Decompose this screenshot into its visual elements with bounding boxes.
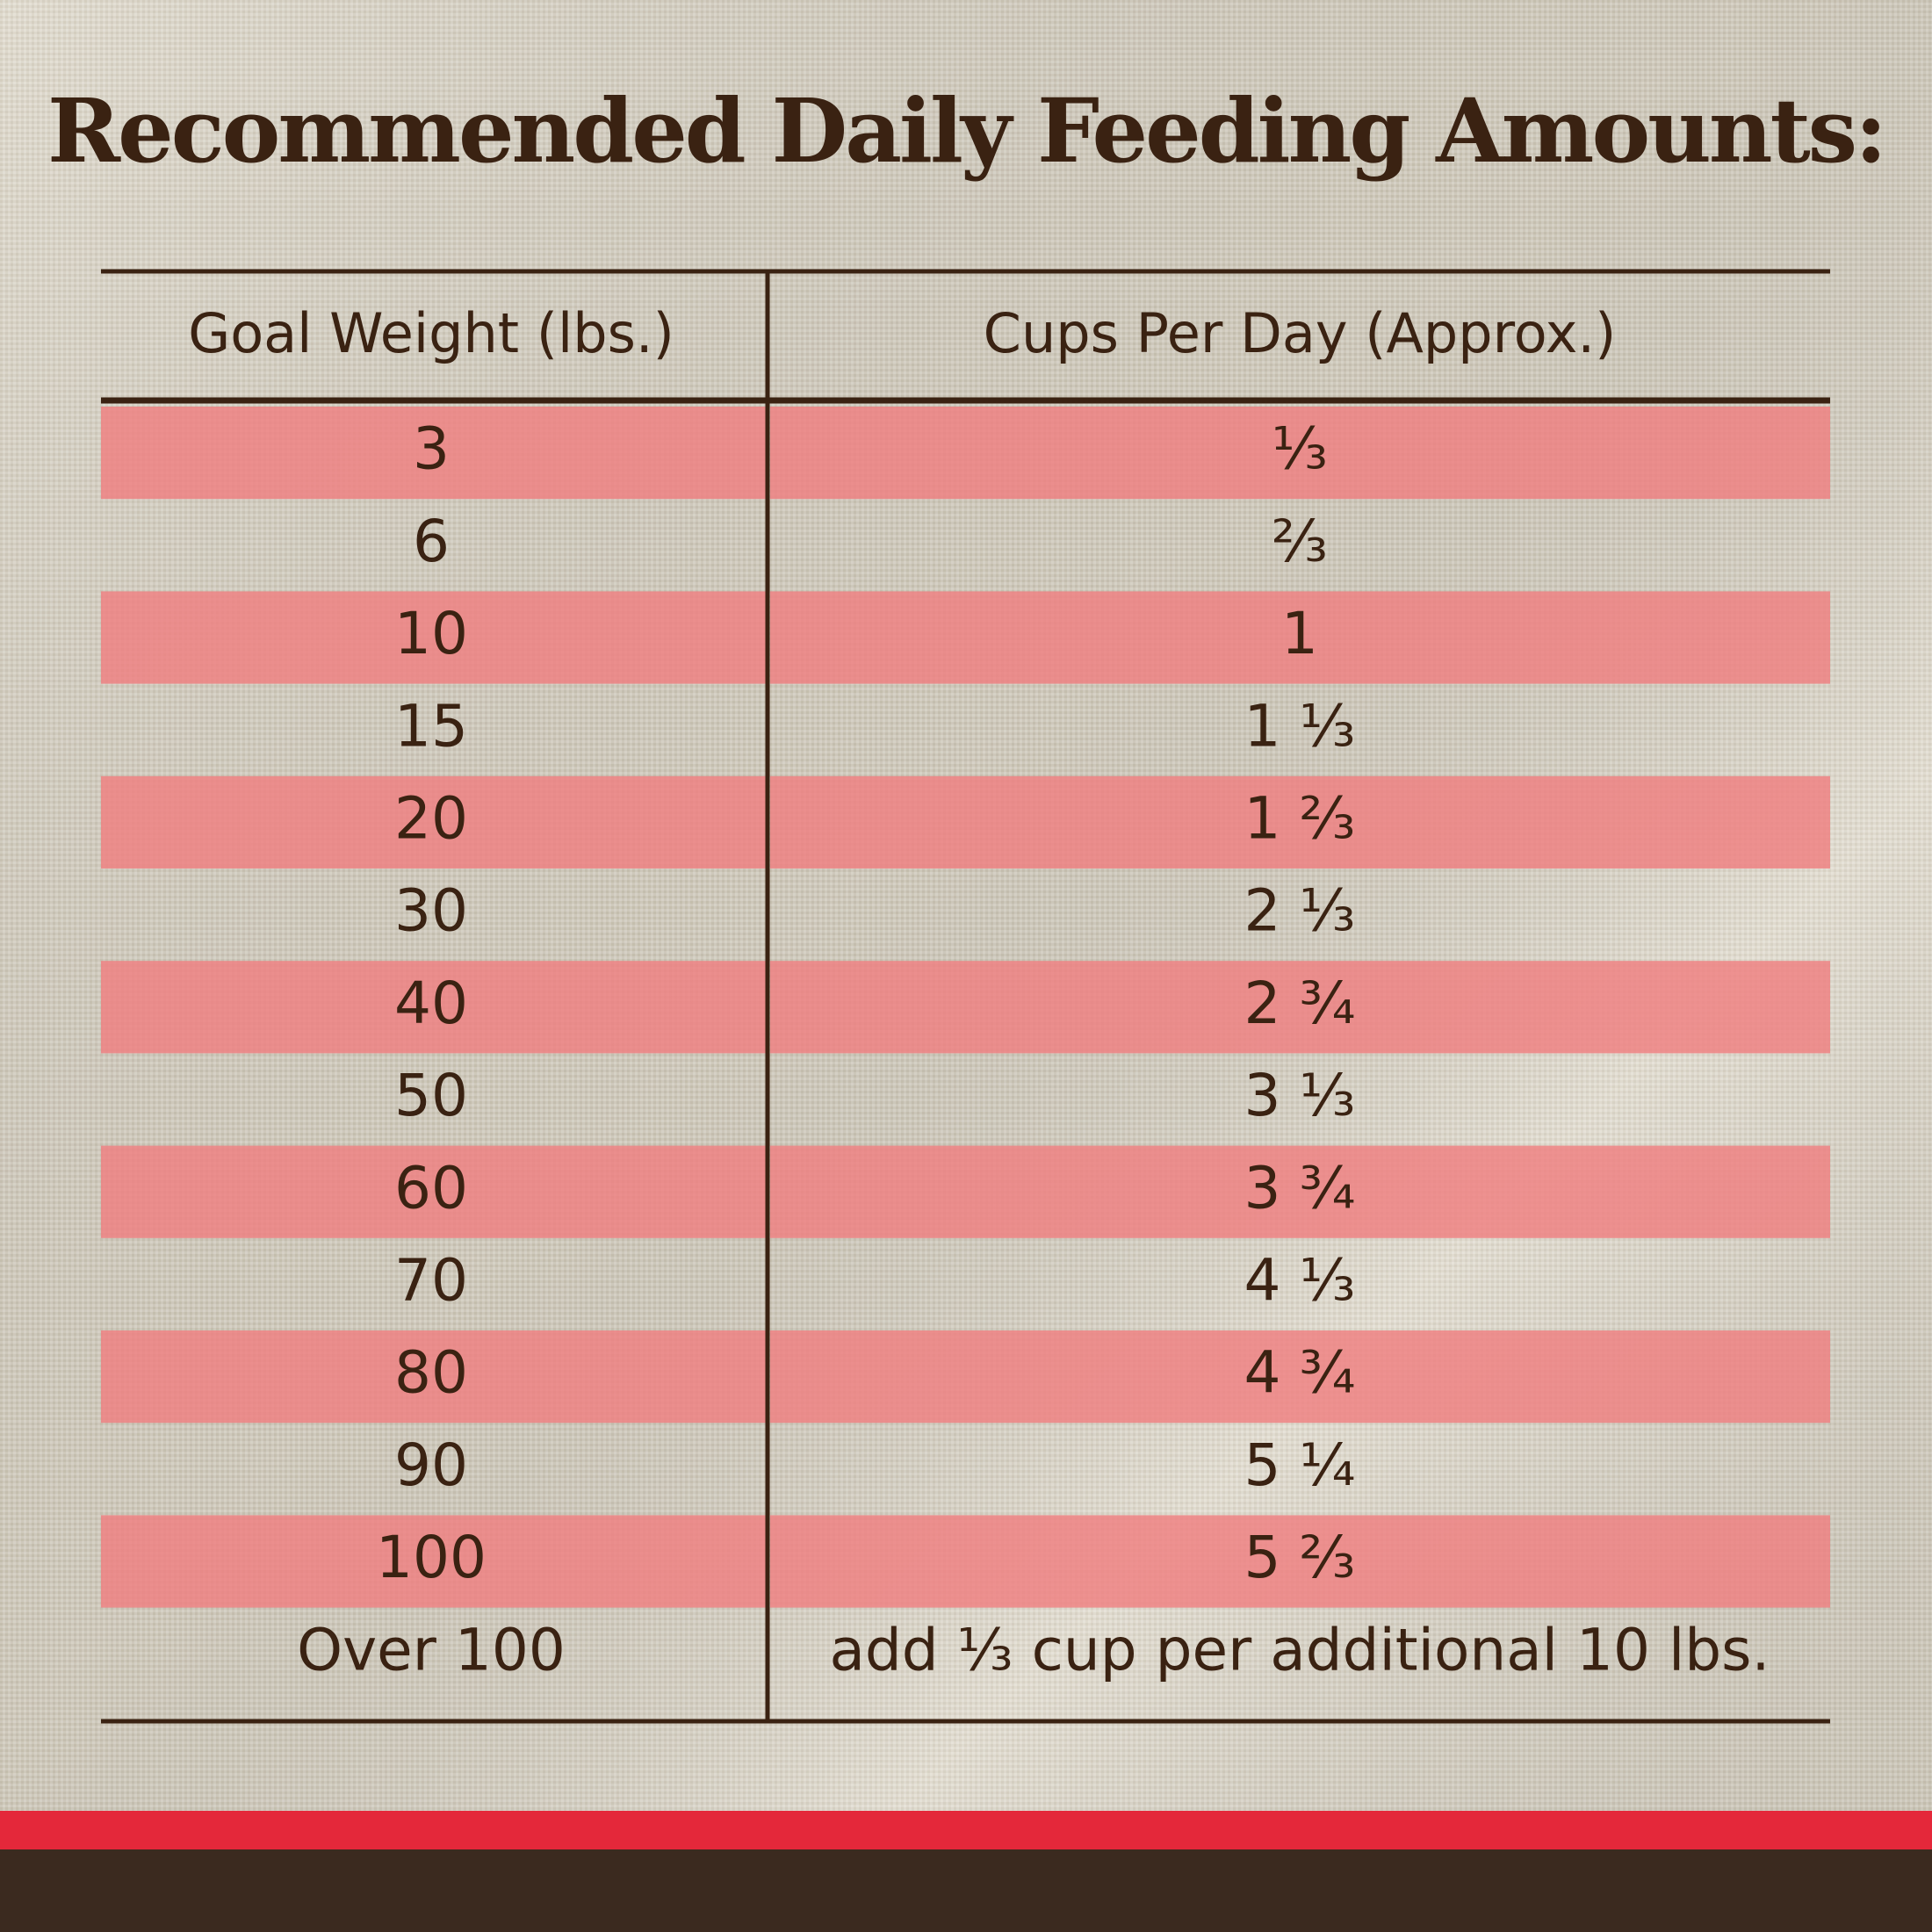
row-band: [770, 407, 1830, 500]
weight-cell: Over 100: [297, 1616, 566, 1683]
cups-cell: 3 ⅓: [1244, 1062, 1356, 1129]
header-cell: Cups Per Day (Approx.): [984, 301, 1617, 365]
cups-cell: 3 ¾: [1244, 1154, 1356, 1222]
cups-cell: 4 ⅓: [1244, 1246, 1356, 1314]
weight-cell: 20: [394, 784, 468, 852]
weight-cell: 60: [394, 1154, 468, 1222]
weight-cell: 15: [394, 692, 468, 760]
cups-cell: 2 ¾: [1244, 970, 1356, 1037]
cups-cell: 1 ⅔: [1244, 784, 1356, 852]
row-band: [101, 961, 766, 1054]
cups-cell: 5 ⅔: [1244, 1524, 1356, 1591]
cups-cell: 5 ¼: [1244, 1431, 1356, 1499]
row-band: [770, 961, 1830, 1054]
cups-cell: 4 ¾: [1244, 1339, 1356, 1407]
weight-cell: 40: [394, 970, 468, 1037]
soil-strip: [0, 1849, 1932, 1932]
weight-cell: 3: [413, 415, 450, 483]
row-band: [770, 1515, 1830, 1608]
cups-cell: 1 ⅓: [1244, 692, 1356, 760]
row-band: [101, 1145, 766, 1238]
cups-cell: ⅔: [1272, 508, 1328, 575]
weight-cell: 90: [394, 1431, 468, 1499]
weight-cell: 50: [394, 1062, 468, 1129]
row-band: [770, 1330, 1830, 1424]
weight-cell: 80: [394, 1339, 468, 1407]
row-band: [770, 1145, 1830, 1238]
weight-cell: 6: [413, 508, 450, 575]
header-cell: Goal Weight (lbs.): [188, 301, 674, 365]
row-band: [101, 1515, 766, 1608]
row-band: [101, 775, 766, 869]
cups-cell: add ⅓ cup per additional 10 lbs.: [829, 1616, 1770, 1683]
red-stripe: [0, 1811, 1932, 1849]
cups-cell: 1: [1281, 600, 1318, 667]
cups-cell: 2 ⅓: [1244, 877, 1356, 945]
row-band: [101, 407, 766, 500]
weight-cell: 100: [376, 1524, 487, 1591]
cups-cell: ⅓: [1272, 415, 1328, 483]
weight-cell: 30: [394, 877, 468, 945]
weight-cell: 70: [394, 1246, 468, 1314]
row-band: [770, 591, 1830, 684]
weight-cell: 10: [394, 600, 468, 667]
row-band: [101, 1330, 766, 1424]
title: Recommended Daily Feeding Amounts:: [47, 79, 1885, 183]
row-band: [101, 591, 766, 684]
row-band: [770, 775, 1830, 869]
